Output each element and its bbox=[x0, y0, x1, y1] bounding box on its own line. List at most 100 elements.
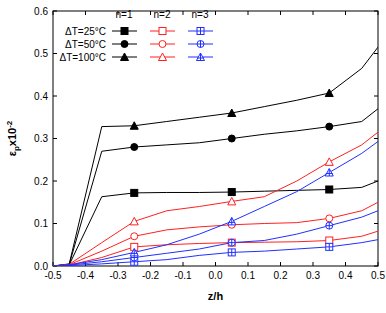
marker-shape bbox=[130, 122, 138, 130]
x-label: z/h bbox=[208, 290, 224, 302]
marker-shape bbox=[325, 158, 333, 166]
series-marker bbox=[228, 135, 235, 142]
x-tick bbox=[215, 11, 216, 15]
marker-cross bbox=[329, 169, 330, 176]
marker-cross bbox=[231, 218, 232, 225]
series-marker bbox=[325, 169, 333, 177]
x-tick bbox=[280, 11, 281, 15]
legend-marker bbox=[121, 28, 128, 35]
x-tick-label: 0.3 bbox=[306, 270, 320, 281]
series-line bbox=[53, 231, 378, 266]
series-marker bbox=[130, 217, 138, 225]
legend-marker bbox=[197, 41, 204, 48]
y-tick bbox=[53, 223, 57, 224]
marker-shape bbox=[121, 28, 128, 35]
series-line bbox=[53, 141, 378, 266]
x-tick-label: 0.1 bbox=[241, 270, 255, 281]
y-tick-label: 0.2 bbox=[34, 176, 48, 187]
chart: -0.5-0.4-0.3-0.2-0.10.00.10.20.30.40.50.… bbox=[0, 0, 386, 313]
x-tick-label: 0.5 bbox=[371, 270, 385, 281]
marker-shape bbox=[326, 222, 333, 229]
series-marker bbox=[326, 123, 333, 130]
legend-marker bbox=[197, 28, 204, 35]
legend-marker bbox=[159, 28, 166, 35]
y-tick bbox=[374, 266, 378, 267]
marker-shape bbox=[130, 217, 138, 225]
marker-shape bbox=[121, 53, 129, 61]
x-tick-label: 0.4 bbox=[339, 270, 353, 281]
x-tick bbox=[53, 11, 54, 15]
marker-shape bbox=[228, 109, 236, 117]
y-tick bbox=[53, 53, 57, 54]
series-marker bbox=[228, 197, 236, 205]
y-tick bbox=[374, 138, 378, 139]
marker-cross bbox=[329, 222, 330, 229]
y-tick-label: 0.3 bbox=[34, 133, 48, 144]
legend: n=1n=2n=3ΔT=25°CΔT=50°CΔT=100°C bbox=[59, 9, 213, 63]
series-line bbox=[53, 211, 378, 266]
series-marker bbox=[131, 144, 138, 151]
series-marker bbox=[228, 189, 235, 196]
series-marker bbox=[228, 239, 235, 246]
marker-cross bbox=[329, 243, 330, 250]
series-line bbox=[53, 202, 378, 266]
marker-cross bbox=[231, 249, 232, 256]
legend-marker bbox=[121, 41, 128, 48]
y-tick-label: 0.5 bbox=[34, 48, 48, 59]
legend-marker bbox=[121, 53, 129, 61]
x-tick bbox=[378, 11, 379, 15]
x-tick bbox=[378, 262, 379, 266]
marker-shape bbox=[325, 89, 333, 97]
x-tick bbox=[183, 262, 184, 266]
legend-row-label: ΔT=25°C bbox=[65, 26, 106, 37]
legend-marker bbox=[159, 53, 167, 61]
series-marker bbox=[326, 215, 333, 222]
x-tick bbox=[345, 11, 346, 15]
y-tick bbox=[53, 96, 57, 97]
series-marker bbox=[326, 222, 333, 229]
legend-column-header: n=2 bbox=[154, 9, 171, 20]
series-line bbox=[53, 47, 378, 266]
marker-shape bbox=[228, 239, 235, 246]
marker-cross bbox=[200, 41, 201, 48]
series-marker bbox=[228, 239, 235, 246]
y-tick bbox=[374, 53, 378, 54]
x-tick bbox=[53, 262, 54, 266]
x-tick bbox=[248, 11, 249, 15]
marker-shape bbox=[197, 28, 204, 35]
marker-shape bbox=[159, 53, 167, 61]
series-marker bbox=[131, 233, 138, 240]
series-marker bbox=[325, 89, 333, 97]
series-marker bbox=[131, 189, 138, 196]
series-marker bbox=[228, 217, 236, 225]
x-tick bbox=[215, 262, 216, 266]
marker-shape bbox=[131, 144, 138, 151]
x-tick-label: 0.0 bbox=[209, 270, 223, 281]
y-tick bbox=[53, 181, 57, 182]
x-tick bbox=[150, 11, 151, 15]
marker-shape bbox=[130, 248, 138, 256]
x-tick-label: -0.5 bbox=[44, 270, 62, 281]
legend-marker bbox=[197, 53, 205, 61]
marker-cross bbox=[231, 239, 232, 246]
legend-row-label: ΔT=50°C bbox=[65, 39, 106, 50]
marker-shape bbox=[326, 123, 333, 130]
series-marker bbox=[228, 109, 236, 117]
marker-cross bbox=[200, 54, 201, 61]
x-tick bbox=[313, 262, 314, 266]
y-tick-label: 0.6 bbox=[34, 6, 48, 17]
x-tick-label: 0.2 bbox=[274, 270, 288, 281]
marker-shape bbox=[197, 53, 205, 61]
x-tick bbox=[280, 262, 281, 266]
series-marker bbox=[130, 122, 138, 130]
legend-marker bbox=[159, 41, 166, 48]
y-tick bbox=[374, 11, 378, 12]
legend-column-header: n=3 bbox=[192, 9, 209, 20]
x-tick bbox=[85, 11, 86, 15]
marker-shape bbox=[326, 243, 333, 250]
marker-shape bbox=[228, 189, 235, 196]
y-tick bbox=[374, 96, 378, 97]
marker-shape bbox=[326, 215, 333, 222]
marker-shape bbox=[228, 217, 236, 225]
x-tick bbox=[248, 262, 249, 266]
